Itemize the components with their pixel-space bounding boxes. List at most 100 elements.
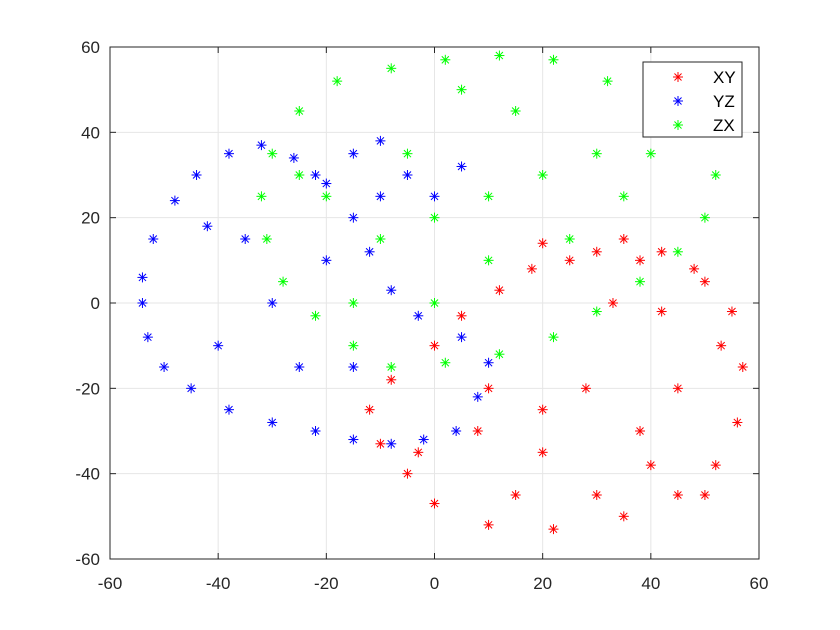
data-point-zx <box>494 349 505 360</box>
data-point-xy <box>618 234 629 244</box>
data-point-zx <box>564 234 575 244</box>
data-point-zx <box>429 212 440 223</box>
data-point-yz <box>288 152 299 163</box>
series-yz <box>137 135 494 449</box>
data-point-zx <box>278 276 289 287</box>
data-point-xy <box>635 426 646 436</box>
data-point-xy <box>429 498 440 509</box>
data-point-zx <box>537 170 548 180</box>
series-zx <box>256 50 721 372</box>
data-point-zx <box>710 170 721 180</box>
data-point-yz <box>202 221 213 232</box>
data-point-xy <box>591 490 602 500</box>
data-point-xy <box>537 404 548 415</box>
data-point-xy <box>364 404 375 415</box>
data-point-zx <box>321 191 332 202</box>
y-tick-label: 60 <box>81 38 100 57</box>
data-point-xy <box>672 383 683 394</box>
data-point-xy <box>699 276 710 287</box>
data-point-xy <box>737 362 748 372</box>
data-point-xy <box>710 460 721 471</box>
data-point-yz <box>213 340 224 351</box>
data-point-yz <box>137 298 148 308</box>
data-point-zx <box>483 255 494 266</box>
data-point-zx <box>510 106 521 116</box>
data-point-yz <box>456 332 467 343</box>
data-point-yz <box>267 298 278 308</box>
tick-marks <box>109 46 760 560</box>
data-point-xy <box>510 490 521 500</box>
data-point-yz <box>413 310 424 321</box>
legend-box <box>642 61 743 138</box>
y-tick-label: 20 <box>81 209 100 228</box>
legend: XY YZ ZX <box>642 61 743 138</box>
data-point-xy <box>564 255 575 266</box>
data-point-zx <box>591 148 602 159</box>
data-point-yz <box>310 170 321 180</box>
y-tick-label: 40 <box>81 123 100 142</box>
data-point-xy <box>402 468 413 479</box>
data-point-yz <box>348 434 359 445</box>
x-tick-label: 0 <box>430 574 439 593</box>
data-point-xy <box>656 306 667 317</box>
data-point-yz <box>386 438 397 449</box>
data-point-xy <box>591 246 602 257</box>
data-point-xy <box>726 306 737 317</box>
data-point-xy <box>413 447 424 458</box>
data-point-yz <box>169 195 180 206</box>
data-point-zx <box>618 191 629 202</box>
legend-label-yz: YZ <box>713 92 735 111</box>
data-point-yz <box>223 148 234 159</box>
data-point-zx <box>332 76 343 87</box>
data-point-yz <box>402 170 413 180</box>
data-point-zx <box>635 276 646 287</box>
data-point-yz <box>375 135 386 146</box>
x-tick-label: 40 <box>641 574 660 593</box>
data-point-yz <box>386 285 397 296</box>
data-point-xy <box>483 383 494 394</box>
data-point-zx <box>548 332 559 343</box>
data-point-yz <box>451 426 462 436</box>
data-point-xy <box>645 460 656 471</box>
data-point-yz <box>375 191 386 202</box>
data-point-xy <box>494 285 505 296</box>
y-tick-label: 0 <box>91 294 100 313</box>
data-point-xy <box>689 263 700 274</box>
legend-marker-xy <box>673 72 683 82</box>
data-point-zx <box>645 148 656 159</box>
data-point-zx <box>310 310 321 321</box>
data-point-yz <box>418 434 429 445</box>
data-point-yz <box>186 383 197 394</box>
data-point-yz <box>223 404 234 415</box>
data-point-yz <box>256 140 267 151</box>
data-point-yz <box>159 362 170 372</box>
data-point-yz <box>148 234 159 244</box>
data-point-xy <box>607 298 618 308</box>
data-point-xy <box>472 426 483 436</box>
data-point-yz <box>456 161 467 172</box>
data-point-xy <box>716 340 727 351</box>
y-tick-label: -60 <box>75 550 100 569</box>
data-point-xy <box>429 340 440 351</box>
legend-marker-yz <box>673 96 683 106</box>
data-point-zx <box>386 362 397 372</box>
data-point-zx <box>261 234 272 244</box>
data-point-zx <box>494 50 505 61</box>
data-point-yz <box>267 417 278 428</box>
data-point-xy <box>456 310 467 321</box>
x-tick-label: 20 <box>533 574 552 593</box>
data-point-yz <box>348 362 359 372</box>
x-tick-label: -40 <box>206 574 231 593</box>
data-point-zx <box>294 106 305 116</box>
data-point-zx <box>591 306 602 317</box>
data-point-yz <box>137 272 148 283</box>
y-tick-label: -20 <box>75 379 100 398</box>
data-point-xy <box>526 263 537 274</box>
data-point-xy <box>672 490 683 500</box>
data-point-zx <box>348 298 359 308</box>
data-point-xy <box>635 255 646 266</box>
data-point-xy <box>537 447 548 458</box>
data-point-yz <box>429 191 440 202</box>
data-point-yz <box>364 246 375 257</box>
